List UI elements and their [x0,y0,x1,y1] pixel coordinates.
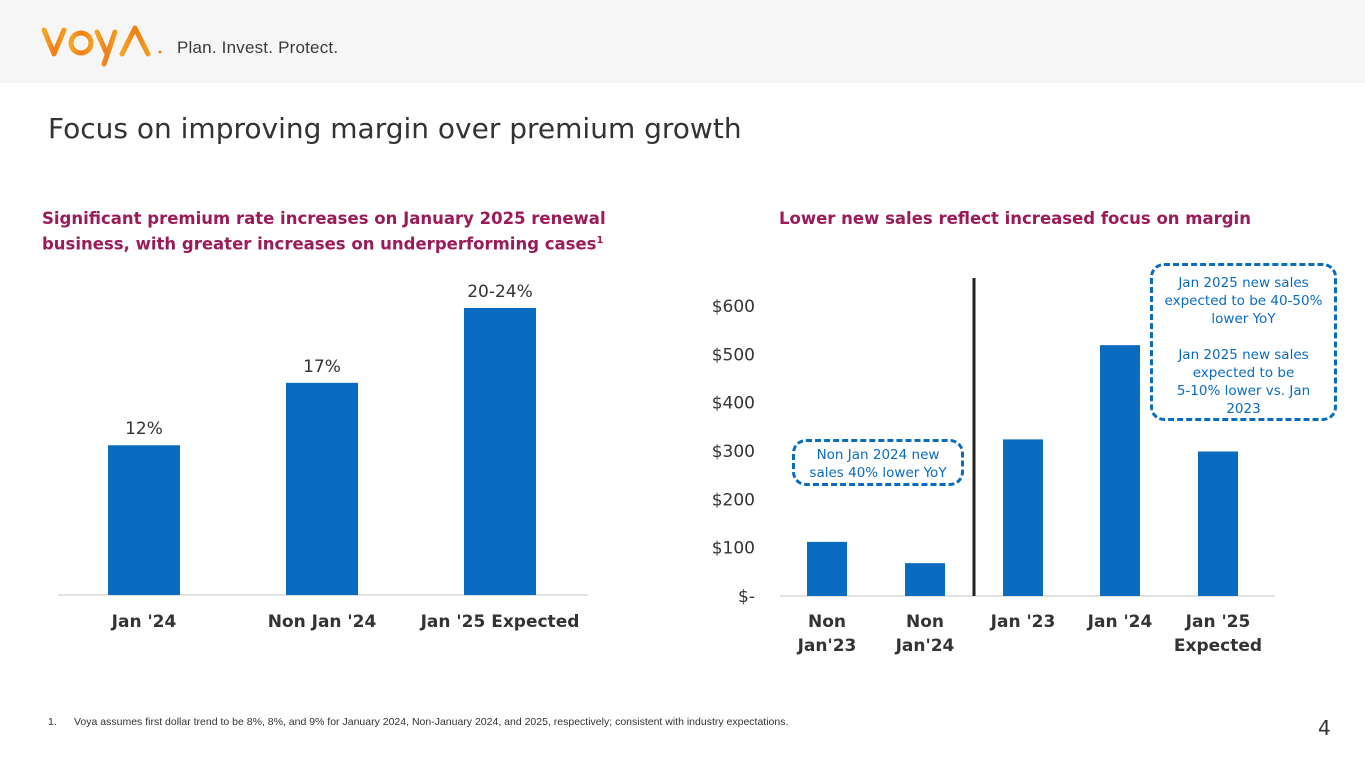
y-tick-label: $500 [712,345,755,365]
premium-rate-chart: 12% Jan '24 17% Non Jan '24 20-24% Jan '25 Ex… [58,282,588,632]
x-tick-label: Jan '24 [111,612,177,632]
left-chart-subhead: Significant premium rate increases on Ja… [42,208,642,256]
data-label: 12% [125,419,163,439]
callout-spacer [1153,328,1334,346]
page-number: 4 [1318,716,1331,740]
y-tick-label: $400 [712,394,755,414]
x-tick-label: Non [808,612,846,632]
y-tick-label: $200 [712,490,755,510]
footnote-number: 1. [48,716,57,728]
right-chart-subhead: Lower new sales reflect increased focus … [779,209,1251,228]
header-bar: Plan. Invest. Protect. [0,0,1365,83]
x-tick-label: Non [906,612,944,632]
new-sales-chart: $- $100 $200 $300 $400 $500 $600 Non Jan'23 Non Ja… [712,278,1275,656]
data-label: 20-24% [467,282,533,302]
callout-jan-2025: Jan 2025 new sales expected to be 40-50%… [1150,263,1337,421]
callout-line: Jan 2025 new sales [1178,347,1309,363]
y-tick-label: $600 [712,297,755,317]
voya-logo [42,25,162,67]
bar-jan-25-expected [1198,451,1238,596]
footnote: 1. Voya assumes first dollar trend to be … [48,716,788,728]
bar-non-jan-23 [807,541,847,596]
callout-line: 5-10% lower vs. Jan [1176,383,1311,399]
bar-jan-25-expected [464,307,536,595]
page-title: Focus on improving margin over premium g… [48,112,742,145]
left-chart-subhead-text: Significant premium rate increases on Ja… [42,209,606,254]
y-tick-label: $- [738,587,755,607]
x-tick-label: Jan'24 [895,636,955,656]
callout-non-jan-2024: Non Jan 2024 new sales 40% lower YoY [792,439,964,486]
footnote-ref: 1 [596,235,604,246]
bar-jan-23 [1003,439,1043,596]
callout-line: 2023 [1226,401,1261,417]
y-tick-label: $300 [712,442,755,462]
callout-line: sales 40% lower YoY [809,465,947,481]
x-tick-label: Jan'23 [797,636,857,656]
tagline: Plan. Invest. Protect. [177,38,339,57]
data-label: 17% [303,357,341,377]
bar-non-jan-24 [905,563,945,596]
callout-line: expected to be [1192,365,1295,381]
x-tick-label: Jan '25 [1185,612,1251,632]
callout-line: expected to be 40-50% [1164,293,1323,309]
x-tick-label: Jan '23 [990,612,1056,632]
y-tick-label: $100 [712,539,755,559]
callout-line: lower YoY [1211,311,1276,327]
bar-non-jan-24 [286,382,358,595]
bar-jan-24 [108,445,180,595]
x-tick-label: Non Jan '24 [268,612,377,632]
x-tick-label: Expected [1174,636,1262,656]
callout-line: Jan 2025 new sales [1178,275,1309,291]
x-tick-label: Jan '25 Expected [420,612,580,632]
x-tick-label: Jan '24 [1087,612,1153,632]
callout-line: Non Jan 2024 new [816,447,940,463]
bar-jan-24 [1100,345,1140,596]
footnote-text: Voya assumes first dollar trend to be 8%… [74,716,789,728]
